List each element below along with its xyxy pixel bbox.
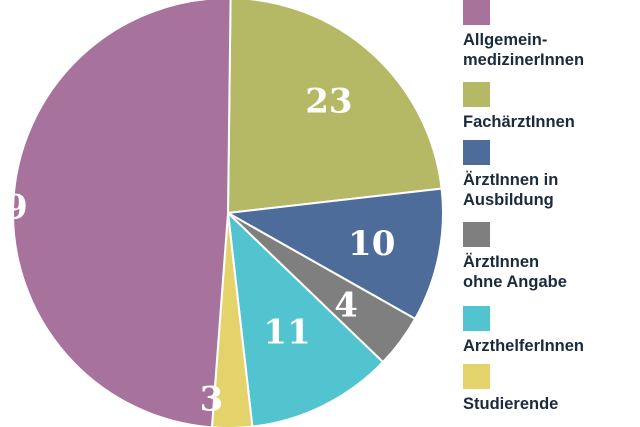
legend-swatch (463, 222, 490, 247)
slice-value-label: 49 (0, 187, 28, 227)
pie-slice (226, 0, 443, 215)
slice-value-label: 4 (334, 285, 358, 325)
legend-label: FachärztInnen (463, 113, 575, 131)
legend-label: Allgemein- medizinerInnen (463, 31, 585, 69)
slice-value-label: 23 (305, 81, 352, 121)
legend-swatch (463, 140, 490, 165)
pie-slice (224, 187, 444, 321)
legend-label: ArzthelferInnen (463, 337, 585, 355)
legend-swatch (463, 364, 490, 389)
slice-value-label: 11 (263, 312, 310, 352)
legend-swatch (463, 0, 490, 25)
pie-chart: 23 10 4 11 3 49 (0, 0, 444, 427)
slice-value-label: 10 (348, 224, 395, 264)
pie-slices (12, 0, 444, 427)
slice-value-label: 3 (200, 379, 224, 419)
legend-label: Studierende (463, 395, 559, 413)
legend-label: ÄrztInnen ohne Angabe (463, 253, 567, 291)
slice-labels: 23 10 4 11 3 49 (0, 81, 395, 419)
legend-label: ÄrztInnen in Ausbildung (463, 171, 559, 209)
legend-swatch (463, 82, 490, 107)
legend-swatch (463, 306, 490, 331)
pie-slice (226, 210, 385, 427)
pie-slice (12, 0, 232, 427)
